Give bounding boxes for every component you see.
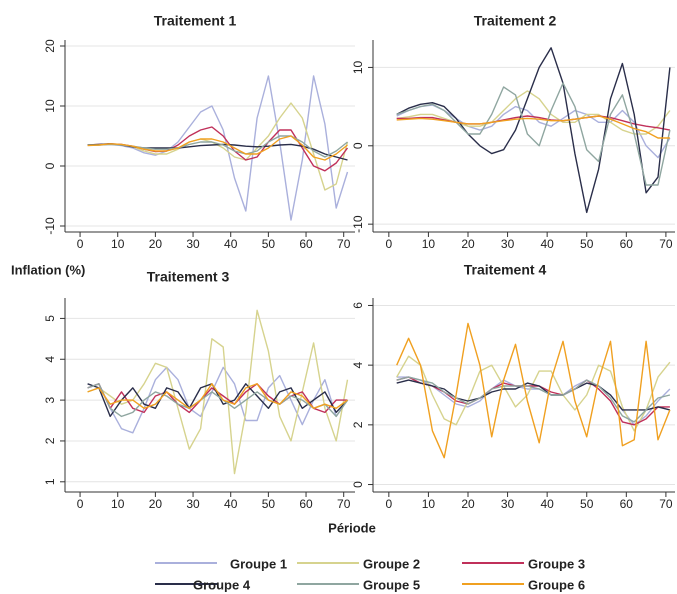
- x-tick-label: 60: [299, 237, 313, 251]
- x-tick-label: 10: [422, 497, 436, 511]
- series-line: [396, 82, 671, 186]
- series-line: [396, 115, 670, 139]
- x-tick-label: 30: [186, 497, 200, 511]
- x-tick-label: 20: [149, 497, 163, 511]
- legend-label: Groupe 2: [363, 556, 420, 571]
- panel-title: Traitement 1: [154, 13, 237, 29]
- x-tick-label: 40: [224, 497, 238, 511]
- series-line: [396, 115, 671, 131]
- series-line: [396, 90, 671, 135]
- x-axis-label: Période: [328, 520, 376, 535]
- series-line: [87, 383, 349, 418]
- x-tick-label: 30: [186, 237, 200, 251]
- panel-title: Traitement 2: [474, 13, 557, 29]
- series-line: [87, 383, 348, 414]
- x-tick-label: 70: [337, 237, 351, 251]
- series-line: [87, 383, 349, 418]
- x-tick-label: 20: [461, 497, 475, 511]
- series-line: [396, 376, 671, 423]
- x-tick-label: 30: [501, 497, 515, 511]
- y-tick-label: 0: [351, 142, 365, 149]
- x-tick-label: 40: [540, 237, 554, 251]
- panel-title: Traitement 3: [147, 269, 230, 285]
- y-tick-label: 5: [43, 315, 57, 322]
- x-tick-label: 50: [262, 237, 276, 251]
- x-tick-label: 0: [77, 237, 84, 251]
- x-tick-label: 70: [659, 497, 673, 511]
- x-tick-label: 60: [620, 497, 634, 511]
- legend-label: Groupe 3: [528, 556, 585, 571]
- x-tick-label: 30: [501, 237, 515, 251]
- x-tick-label: 40: [224, 237, 238, 251]
- x-tick-label: 10: [422, 237, 436, 251]
- y-tick-label: 10: [43, 99, 57, 113]
- y-tick-label: 2: [351, 421, 365, 428]
- series-line: [87, 366, 349, 434]
- x-tick-label: 10: [111, 237, 125, 251]
- y-tick-label: 4: [351, 361, 365, 368]
- x-tick-label: 50: [580, 237, 594, 251]
- panel-title: Traitement 4: [464, 262, 547, 278]
- legend-label: Groupe 6: [528, 577, 585, 592]
- y-tick-label: 4: [43, 356, 57, 363]
- x-tick-label: 20: [461, 237, 475, 251]
- legend-label: Groupe 5: [363, 577, 420, 592]
- series-line: [396, 355, 671, 432]
- y-tick-label: 0: [43, 162, 57, 169]
- series-line: [396, 322, 671, 459]
- series-line: [87, 383, 348, 409]
- y-tick-label: -10: [351, 215, 365, 233]
- y-tick-label: 6: [351, 302, 365, 309]
- x-tick-label: 70: [337, 497, 351, 511]
- y-tick-label: 0: [351, 481, 365, 488]
- y-tick-label: 10: [351, 60, 365, 74]
- y-tick-label: 3: [43, 396, 57, 403]
- series-line: [87, 135, 348, 161]
- x-tick-label: 60: [620, 237, 634, 251]
- x-tick-label: 40: [540, 497, 554, 511]
- y-tick-label: 2: [43, 437, 57, 444]
- x-tick-label: 60: [299, 497, 313, 511]
- y-axis-label: Inflation (%): [11, 262, 85, 277]
- legend-label: Groupe 4: [193, 577, 251, 592]
- legend-label: Groupe 1: [230, 556, 287, 571]
- x-tick-label: 0: [77, 497, 84, 511]
- series-line: [396, 47, 671, 214]
- series-line: [396, 104, 671, 159]
- y-tick-label: -10: [43, 217, 57, 235]
- x-tick-label: 50: [580, 497, 594, 511]
- series-line: [87, 126, 349, 172]
- y-tick-label: 20: [43, 39, 57, 53]
- y-tick-label: 1: [43, 478, 57, 485]
- x-tick-label: 20: [149, 237, 163, 251]
- series-line: [396, 379, 671, 411]
- x-tick-label: 0: [385, 497, 392, 511]
- x-tick-label: 70: [659, 237, 673, 251]
- x-tick-label: 50: [262, 497, 276, 511]
- x-tick-label: 0: [385, 237, 392, 251]
- x-tick-label: 10: [111, 497, 125, 511]
